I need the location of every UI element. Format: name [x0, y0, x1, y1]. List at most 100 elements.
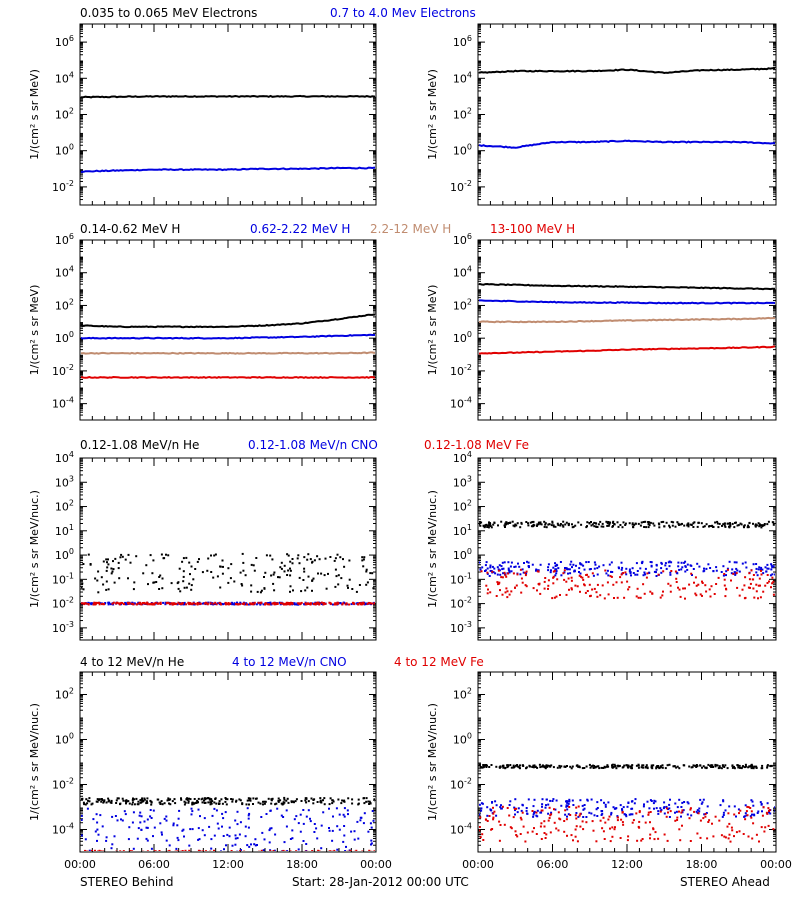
data-point: [312, 852, 314, 854]
data-point: [582, 816, 585, 818]
data-point: [357, 854, 359, 856]
data-point: [653, 799, 656, 802]
data-point: [116, 797, 119, 800]
data-point: [491, 801, 493, 804]
data-point: [600, 814, 603, 816]
data-point: [749, 586, 751, 589]
data-point: [82, 563, 85, 565]
data-point: [549, 831, 552, 834]
data-point: [721, 524, 723, 527]
data-point: [94, 577, 97, 580]
data-point: [551, 521, 554, 524]
data-point: [705, 567, 708, 570]
data-point: [712, 570, 715, 573]
data-point: [225, 844, 227, 847]
data-point: [143, 797, 146, 800]
data-point: [123, 853, 125, 855]
data-point: [95, 800, 98, 803]
data-point: [751, 800, 754, 803]
y-tick-label: 102: [453, 297, 472, 312]
plot-frame: [79, 671, 377, 853]
data-point: [115, 799, 118, 802]
data-point: [565, 818, 568, 821]
data-point: [669, 571, 672, 574]
data-point: [486, 571, 489, 574]
data-point: [601, 584, 604, 587]
data-point: [347, 813, 349, 816]
data-point: [192, 853, 194, 855]
data-point: [307, 603, 310, 605]
data-point: [675, 577, 678, 580]
y-tick-label: 100: [453, 732, 472, 747]
data-point: [189, 853, 191, 855]
data-point: [499, 824, 502, 826]
plot-frame: [79, 23, 377, 206]
data-point: [761, 764, 764, 767]
data-point: [317, 572, 319, 575]
data-point: [621, 766, 624, 769]
data-point: [113, 581, 116, 584]
data-point: [660, 521, 663, 524]
data-point: [711, 822, 713, 825]
data-point: [723, 835, 726, 838]
data-point: [547, 812, 550, 815]
data-point: [210, 847, 213, 850]
data-point: [582, 564, 585, 567]
data-point: [667, 808, 669, 811]
data-point: [226, 798, 229, 801]
data-point: [516, 835, 519, 838]
data-point: [145, 564, 148, 567]
data-point: [514, 798, 517, 801]
data-point: [485, 766, 488, 768]
data-point: [617, 765, 620, 768]
data-point: [766, 766, 769, 769]
data-point: [85, 798, 88, 801]
data-point: [150, 817, 153, 819]
data-point: [535, 833, 538, 835]
data-point: [536, 815, 539, 818]
data-point: [115, 802, 118, 804]
data-point: [212, 576, 215, 579]
legend-label: 0.035 to 0.065 MeV Electrons: [80, 6, 257, 20]
data-point: [647, 523, 650, 526]
data-point: [753, 596, 756, 599]
data-point: [158, 588, 161, 590]
data-point: [557, 567, 560, 570]
data-point: [82, 602, 85, 605]
data-point: [559, 594, 561, 596]
data-point: [636, 573, 639, 576]
data-point: [131, 821, 134, 824]
data-point: [87, 850, 90, 851]
data-point: [583, 568, 586, 571]
data-point: [280, 567, 283, 570]
data-point: [496, 573, 499, 576]
data-point: [282, 801, 285, 804]
data-point: [703, 813, 706, 816]
data-point: [100, 850, 103, 851]
data-point: [668, 807, 671, 810]
data-point: [97, 833, 100, 836]
data-point: [365, 570, 368, 573]
data-point: [761, 568, 764, 571]
data-point: [504, 767, 507, 770]
data-point: [655, 568, 658, 571]
data-point: [541, 809, 544, 812]
data-point: [667, 582, 670, 585]
data-point: [559, 766, 562, 769]
data-point: [692, 526, 695, 528]
data-point: [736, 764, 739, 767]
data-point: [96, 821, 99, 824]
data-point: [729, 523, 732, 526]
data-point: [686, 523, 689, 526]
data-point: [224, 601, 227, 604]
data-point: [93, 850, 96, 851]
data-point: [674, 802, 677, 805]
data-point: [213, 807, 216, 810]
data-point: [735, 831, 738, 834]
data-point: [527, 524, 530, 527]
data-point: [682, 809, 685, 812]
data-point: [142, 854, 144, 856]
y-axis-label: 1/(cm² s sr MeV/nuc.): [28, 703, 41, 821]
data-point: [593, 567, 596, 570]
data-point: [283, 853, 285, 855]
